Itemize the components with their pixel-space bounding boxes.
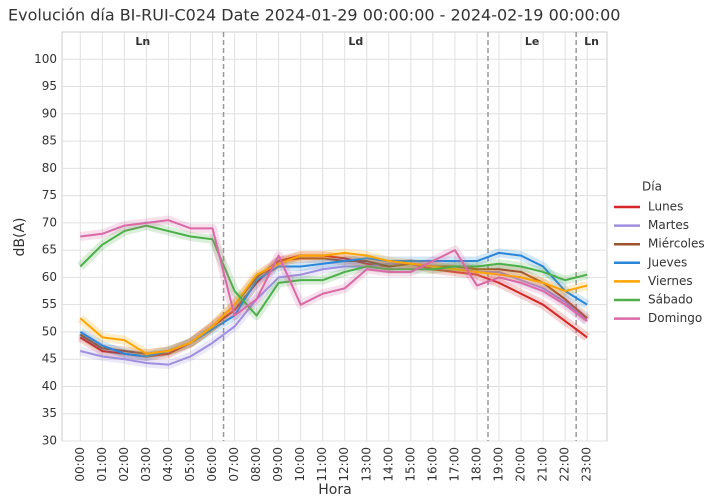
y-tick-label: 40	[42, 379, 57, 393]
y-tick-label: 75	[42, 188, 57, 202]
x-tick-label: 11:00	[315, 447, 329, 482]
x-tick-label: 07:00	[227, 447, 241, 482]
period-label: Le	[525, 35, 539, 48]
x-tick-label: 19:00	[492, 447, 506, 482]
y-tick-label: 55	[42, 297, 57, 311]
chart-title: Evolución día BI-RUI-C024 Date 2024-01-2…	[8, 6, 620, 25]
series-line	[80, 262, 588, 366]
x-tick-label: 12:00	[337, 447, 351, 482]
legend-title: Día	[642, 180, 662, 194]
period-label: Ln	[135, 35, 150, 48]
y-tick-label: 50	[42, 324, 57, 338]
y-tick-label: 95	[42, 79, 57, 93]
y-tick-label: 30	[42, 434, 57, 448]
series-line	[79, 254, 588, 358]
period-label: Ln	[584, 35, 599, 48]
x-tick-label: 01:00	[95, 447, 109, 482]
x-tick-label: 21:00	[536, 447, 550, 482]
legend-label: Martes	[648, 218, 689, 232]
x-tick-label: 08:00	[249, 447, 263, 482]
x-axis-label: Hora	[318, 482, 351, 498]
y-tick-label: 85	[42, 134, 57, 148]
x-tick-label: 00:00	[73, 447, 87, 482]
legend-label: Sábado	[648, 293, 693, 307]
x-tick-label: 13:00	[359, 447, 373, 482]
x-tick-label: 14:00	[381, 447, 395, 482]
y-axis-label: dB(A)	[12, 218, 28, 257]
x-tick-label: 23:00	[580, 447, 594, 482]
y-tick-label: 60	[42, 270, 57, 284]
x-tick-label: 20:00	[514, 447, 528, 482]
legend-label: Jueves	[647, 255, 687, 269]
y-tick-label: 65	[42, 243, 57, 257]
x-tick-label: 09:00	[271, 447, 285, 482]
legend-label: Viernes	[648, 274, 693, 288]
x-tick-label: 02:00	[117, 447, 131, 482]
y-tick-label: 35	[42, 406, 57, 420]
series-line	[79, 224, 588, 317]
series-line	[79, 251, 588, 355]
legend-label: Lunes	[648, 200, 683, 214]
y-tick-label: 90	[42, 106, 57, 120]
x-tick-label: 22:00	[558, 447, 572, 482]
x-tick-label: 04:00	[161, 447, 175, 482]
x-tick-label: 16:00	[425, 447, 439, 482]
y-tick-label: 70	[42, 215, 57, 229]
plot-area	[61, 31, 608, 442]
x-tick-label: 06:00	[205, 447, 219, 482]
y-tick-label: 80	[42, 161, 57, 175]
y-tick-label: 45	[42, 352, 57, 366]
legend-label: Miércoles	[648, 237, 705, 251]
x-tick-label: 10:00	[293, 447, 307, 482]
x-tick-label: 15:00	[403, 447, 417, 482]
x-tick-label: 05:00	[183, 447, 197, 482]
period-label: Ld	[348, 35, 363, 48]
x-tick-label: 18:00	[469, 447, 483, 482]
y-tick-label: 100	[34, 52, 57, 66]
x-tick-label: 03:00	[139, 447, 153, 482]
x-tick-label: 17:00	[447, 447, 461, 482]
series-line	[80, 219, 588, 322]
legend-label: Domingo	[648, 311, 702, 325]
